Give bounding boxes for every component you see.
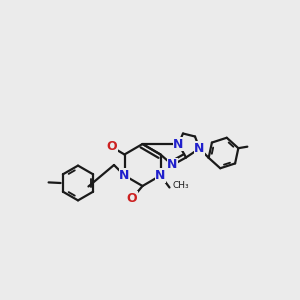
Text: CH₃: CH₃ bbox=[172, 182, 189, 190]
Text: N: N bbox=[173, 137, 184, 151]
Text: N: N bbox=[119, 169, 130, 182]
Text: N: N bbox=[194, 142, 205, 155]
Text: N: N bbox=[167, 158, 178, 172]
Text: N: N bbox=[155, 169, 166, 182]
Text: O: O bbox=[127, 192, 137, 205]
Text: O: O bbox=[106, 140, 117, 154]
